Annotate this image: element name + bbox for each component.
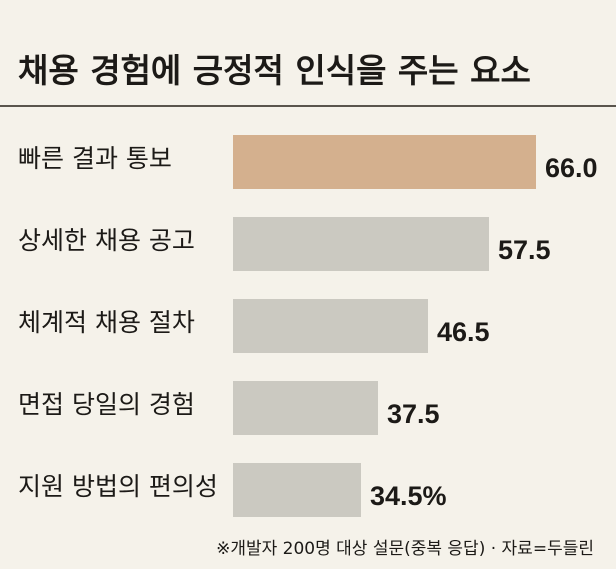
bar	[233, 463, 361, 517]
category-label: 빠른 결과 통보	[18, 144, 172, 173]
value-label: 34.5%	[370, 481, 447, 511]
category-label: 지원 방법의 편의성	[18, 472, 218, 501]
bar-highlight	[233, 135, 536, 189]
title-divider	[0, 105, 616, 107]
category-label: 면접 당일의 경험	[18, 390, 195, 419]
value-label: 66.0	[545, 153, 598, 183]
bar	[233, 299, 428, 353]
bars-layer: 빠른 결과 통보 66.0 상세한 채용 공고 57.5 체계적 채용 절차 46.5 면접…	[18, 135, 598, 517]
value-label: 46.5	[437, 317, 490, 347]
value-label: 37.5	[387, 399, 440, 429]
category-label: 체계적 채용 절차	[18, 308, 195, 337]
bar	[233, 381, 378, 435]
category-label: 상세한 채용 공고	[18, 226, 195, 255]
footnote: ※개발자 200명 대상 설문(중복 응답) · 자료=두들린	[216, 539, 594, 559]
value-label: 57.5	[498, 235, 551, 265]
chart-title: 채용 경험에 긍정적 인식을 주는 요소	[18, 51, 531, 90]
bar	[233, 217, 489, 271]
